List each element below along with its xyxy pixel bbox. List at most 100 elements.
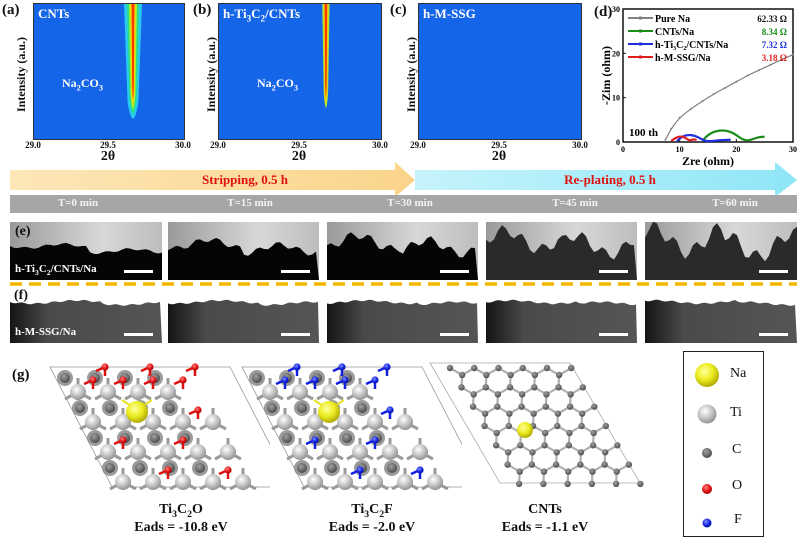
structure-name-0: Ti3C2O (159, 502, 203, 520)
stripping-arrow (10, 162, 415, 197)
x-tick-label-3: 30 (789, 145, 797, 154)
legend-label-o: O (732, 478, 743, 493)
y-tick-label-3: 30 (612, 5, 620, 14)
x-tick-a-1: 29.5 (100, 140, 116, 150)
legend-resistance-1: 8.34 Ω (762, 27, 787, 37)
series-point (690, 107, 692, 110)
micrograph-f-0 (10, 291, 162, 343)
na-atom-icon (695, 363, 719, 387)
carbon-lattice (446, 364, 644, 488)
series-point (664, 138, 667, 141)
legend-row-o: O (684, 472, 763, 502)
x-tick-label-0: 0 (621, 145, 625, 154)
micrograph-e-2 (327, 222, 478, 280)
na-atom (126, 401, 148, 423)
ti-atom-icon (697, 404, 717, 424)
x-axis-label-c: 2θ (491, 149, 507, 164)
legend-label-0: Pure Na (655, 14, 690, 25)
series-point (678, 116, 681, 119)
legend-row-ti: Ti (684, 399, 763, 429)
heatmap-title-a: CNTs (38, 6, 70, 21)
structure-name-2: CNTs (528, 502, 562, 517)
legend-marker-3 (639, 55, 642, 59)
series-line-1 (701, 129, 765, 142)
heatmap-a: CNTs Na2CO3 (33, 3, 185, 140)
cycle-annotation: 100 th (629, 127, 658, 139)
legend-resistance-3: 3.18 Ω (762, 53, 787, 63)
na-atom (517, 422, 533, 438)
structure-energy-0: Eads = -10.8 eV (134, 520, 228, 535)
heatmap-background (34, 4, 184, 139)
replating-label: Re-plating, 0.5 h (564, 172, 656, 187)
structure-energy-1: Eads = -2.0 eV (328, 520, 416, 535)
panel-label-b: (b) (193, 2, 212, 18)
x-tick-b-1: 29.5 (291, 140, 307, 150)
series-point (712, 93, 715, 96)
legend-label-na: Na (730, 366, 747, 381)
panel-label-a: (a) (2, 2, 20, 18)
atoms (249, 363, 449, 490)
series-point (670, 127, 673, 130)
legend-marker-2 (639, 42, 642, 46)
x-tick-b-0: 29.0 (210, 140, 226, 150)
heatmap-background (219, 4, 381, 139)
time-label-0: T=0 min (57, 197, 99, 209)
panel-label-f: (f) (14, 288, 28, 303)
time-label-4: T=60 min (712, 197, 758, 209)
annotation-na2co3-b: Na2CO3 (257, 76, 299, 93)
panel-label-g: (g) (12, 367, 30, 383)
micrograph-e-3 (486, 222, 637, 280)
legend-resistance-0: 62.33 Ω (757, 14, 787, 24)
x-tick-c-1: 29.5 (491, 140, 507, 150)
scale-bar (124, 270, 153, 273)
unit-cell (49, 366, 270, 488)
series-point (792, 53, 794, 56)
atoms (57, 363, 257, 490)
legend-label-2: h-Ti3C2/CNTs/Na (655, 40, 728, 52)
y-axis-label-a: Intensity (a.u.) (14, 36, 28, 112)
x-axis-label-b: 2θ (291, 149, 307, 164)
c-atom-icon (702, 448, 712, 458)
y-tick-label-2: 20 (612, 49, 620, 58)
na-atom (318, 401, 340, 423)
micrograph-f-4 (645, 291, 797, 343)
structure-ti3c2f (241, 363, 462, 490)
replating-arrow (415, 162, 797, 197)
heatmap-peak-0 (124, 4, 142, 119)
legend-marker-1 (639, 29, 642, 33)
micrograph-f-2 (327, 291, 478, 343)
series-line-3 (670, 135, 697, 142)
element-legend: Na Ti C O F (683, 351, 764, 537)
series-point (746, 74, 749, 77)
o-atom-icon (702, 484, 712, 494)
x-tick-b-2: 30.0 (372, 140, 388, 150)
x-tick-a-2: 30.0 (175, 140, 191, 150)
scale-bar (759, 270, 788, 273)
micrograph-e-4 (645, 222, 797, 280)
legend-label-f: F (734, 512, 742, 527)
heatmap-peak-0 (322, 4, 330, 108)
dashed-divider (10, 282, 797, 286)
scale-bar (281, 333, 310, 336)
heatmap-c-canvas (419, 4, 581, 139)
heatmap-a-canvas (34, 4, 184, 139)
time-label-3: T=45 min (552, 197, 598, 209)
annotation-na2co3-a: Na2CO3 (62, 76, 104, 93)
legend-label-ti: Ti (730, 405, 742, 420)
x-tick-c-2: 30.0 (572, 140, 588, 150)
legend-label-c: C (732, 442, 742, 457)
scale-bar (124, 333, 153, 336)
series-point (780, 58, 783, 61)
series-point (735, 80, 738, 83)
panel-label-d: (d) (594, 4, 613, 20)
heatmap-b: h-Ti3C2/CNTs Na2CO3 (218, 3, 382, 140)
legend-marker-0 (639, 16, 642, 20)
heatmap-title-c: h-M-SSG (423, 6, 476, 21)
y-axis-label: -Zim (ohm) (599, 46, 613, 105)
legend-row-c: C (684, 436, 763, 466)
panel-label-c: (c) (390, 2, 407, 18)
series-point (701, 100, 704, 103)
structure-cnts (429, 362, 644, 488)
y-axis-label-b: Intensity (a.u.) (204, 36, 218, 112)
structure-energy-2: Eads = -1.1 eV (501, 520, 589, 535)
